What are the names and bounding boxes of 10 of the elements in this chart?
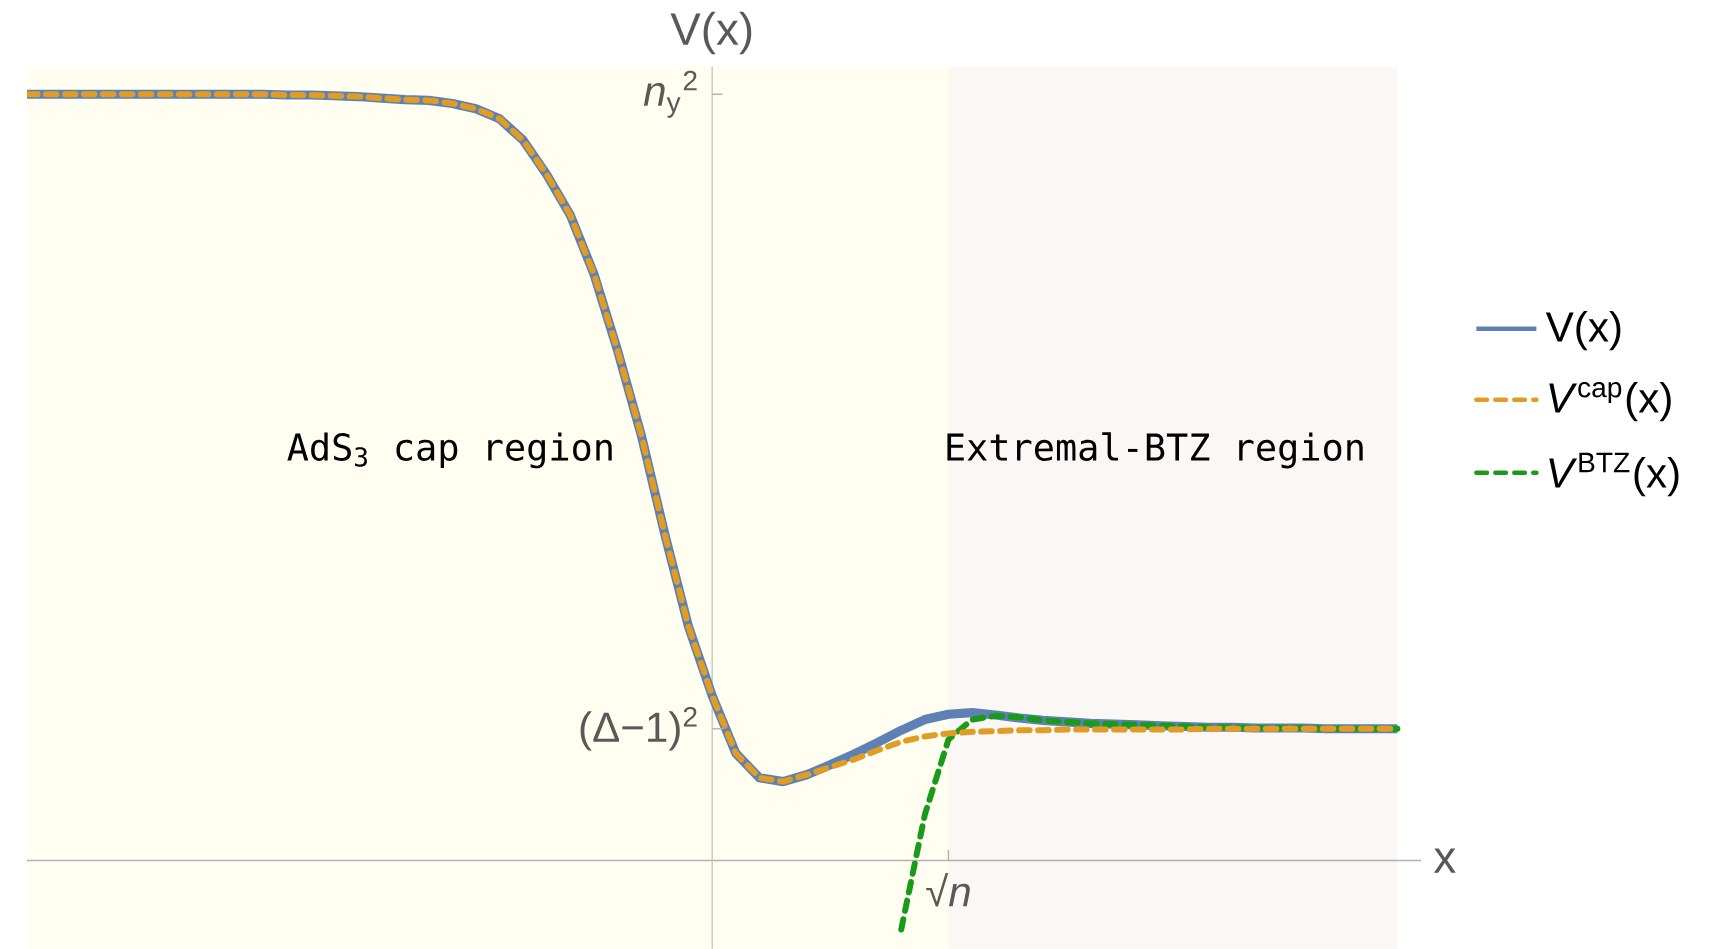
annotation: √n	[926, 872, 970, 907]
annotation: (Δ−1)$^{2}$	[580, 706, 697, 751]
legend-label: V$^{cap}$(x)	[1549, 381, 1671, 421]
annotation: n$_{y}$2	[643, 70, 697, 118]
legend-label: V$^{BTZ}$(x)	[1549, 452, 1679, 497]
y-axis-title: V(x)	[670, 11, 752, 55]
annotation: Extremal-BTZ region	[947, 432, 1363, 469]
legend-label: V(x)	[1545, 310, 1621, 350]
annotation: AdS$_{3}$ cap region	[287, 432, 612, 469]
x-axis-title: x	[1433, 848, 1456, 873]
